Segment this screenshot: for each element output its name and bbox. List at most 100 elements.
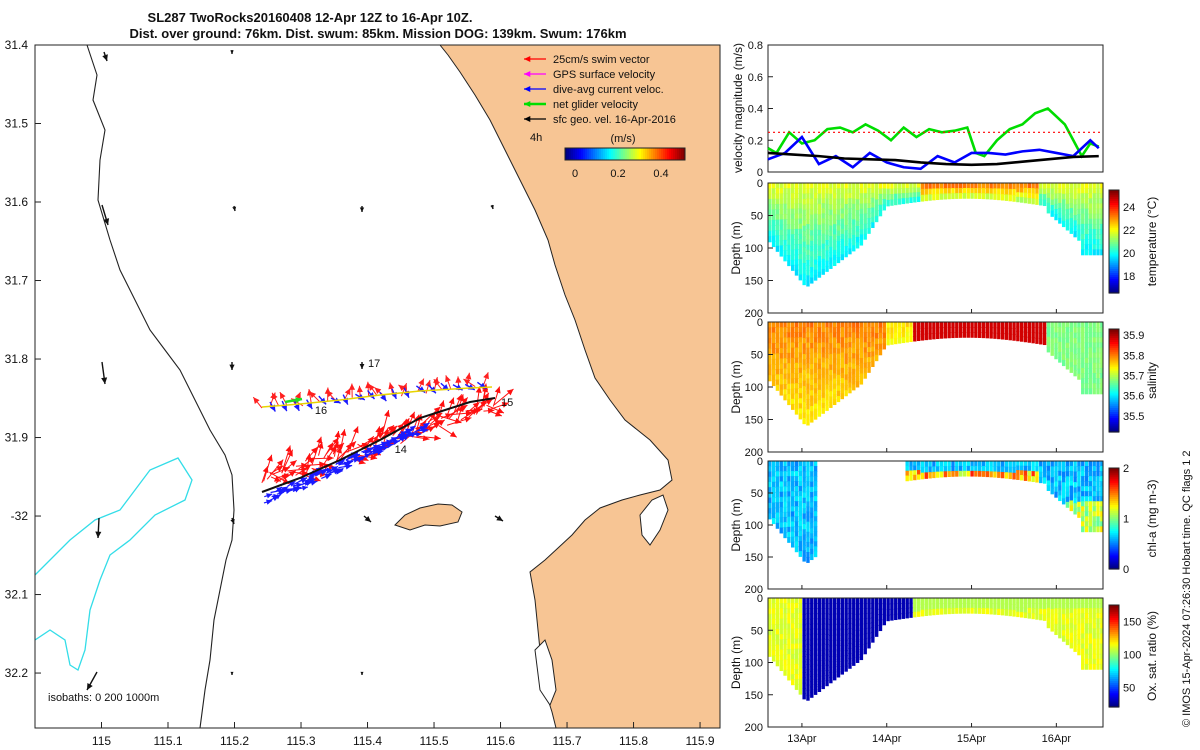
salinity-cell <box>871 356 875 363</box>
temperature-cell <box>924 194 928 202</box>
oxygen-cell <box>810 665 814 672</box>
oxygen-cell <box>806 598 810 604</box>
oxygen-colorbar-cell <box>1109 645 1119 649</box>
chla-cell <box>768 508 772 515</box>
chla-cell <box>810 492 814 498</box>
oxygen-colorbar-tick-label: 100 <box>1123 649 1141 661</box>
salinity-cell <box>840 388 845 395</box>
temperature-cell <box>855 204 860 211</box>
salinity-cell <box>832 352 837 359</box>
oxygen-cell <box>768 603 772 610</box>
temperature-cell <box>855 183 860 190</box>
salinity-cell <box>829 348 833 355</box>
temperature-cell <box>775 188 780 195</box>
salinity-cell <box>825 404 829 411</box>
chla-cell <box>974 465 978 472</box>
temperature-cell <box>874 215 879 223</box>
temperature-cell <box>836 193 841 200</box>
salinity-cell <box>882 327 886 334</box>
oxygen-cell <box>817 649 822 656</box>
salinity-cell <box>783 368 787 375</box>
salinity-cell <box>817 400 822 407</box>
oxygen-cell <box>1081 633 1085 640</box>
temperature-cell <box>1084 249 1089 256</box>
salinity-cell <box>852 348 856 354</box>
chla-cell <box>981 471 986 477</box>
salinity-colorbar-cell <box>1109 380 1119 384</box>
salinity-cell <box>829 359 833 366</box>
colorbar-cell <box>635 148 638 160</box>
salinity-cell <box>855 338 860 345</box>
chla-cell <box>1084 516 1089 523</box>
chla-cell <box>790 476 795 482</box>
chla-cell <box>810 497 814 504</box>
temperature-cell <box>1096 198 1100 205</box>
geostrophic-vector-head <box>359 207 365 212</box>
salinity-cell <box>1023 326 1028 333</box>
salinity-cell <box>832 337 837 344</box>
chla-colorbar-cell <box>1109 556 1119 560</box>
temperature-cell <box>779 188 783 195</box>
swim-vector-head <box>482 392 489 400</box>
salinity-cell <box>894 327 898 334</box>
temperature-cell <box>813 233 818 240</box>
salinity-cell <box>806 373 810 380</box>
temperature-cell <box>1019 197 1024 203</box>
temperature-cell <box>825 188 829 195</box>
temperature-cell <box>1092 218 1096 225</box>
salinity-colorbar-cell <box>1109 331 1119 334</box>
temperature-cell <box>821 258 825 265</box>
salinity-cell <box>1081 367 1085 374</box>
salinity-cell <box>787 394 791 400</box>
colorbar-cell <box>599 148 602 160</box>
oxygen-cell <box>878 603 883 610</box>
temperature-cell <box>802 241 806 248</box>
salinity-cell <box>810 369 814 376</box>
temperature-cell <box>806 203 810 210</box>
salinity-cell <box>825 332 829 339</box>
oxygen-cell <box>1100 658 1104 665</box>
chla-colorbar-cell <box>1109 528 1119 532</box>
oxygen-cell <box>1000 598 1005 605</box>
temperature-cell <box>817 224 822 231</box>
temperature-cell <box>832 198 837 205</box>
oxygen-cell <box>829 677 833 684</box>
salinity-cell <box>1077 368 1081 375</box>
oxygen-cell <box>943 603 948 610</box>
salinity-cell <box>897 337 902 344</box>
chla-cell <box>806 526 810 533</box>
salinity-cell <box>775 332 780 339</box>
temperature-cell <box>1077 203 1081 210</box>
oxygen-colorbar-cell <box>1109 641 1119 645</box>
temperature-cell <box>1092 188 1096 195</box>
chla-cell <box>1096 496 1100 503</box>
oxygen-cell <box>832 598 837 604</box>
temperature-colorbar-cell <box>1109 220 1119 224</box>
temperature-cell <box>981 188 986 195</box>
oxygen-cell <box>790 669 795 676</box>
chla-cell <box>810 533 814 540</box>
salinity-cell <box>993 322 997 329</box>
temperature-cell <box>806 229 810 236</box>
oxygen-cell <box>886 603 890 610</box>
temperature-cell <box>863 223 867 230</box>
temperature-cell <box>1081 193 1085 200</box>
temperature-cell <box>1061 204 1066 211</box>
chla-cell <box>1054 466 1058 473</box>
day-label: 16 <box>315 405 327 417</box>
swim-vector-north-head <box>272 392 278 400</box>
temperature-cell <box>1050 210 1054 217</box>
temperature-cell <box>1050 194 1054 201</box>
oxygen-cell <box>813 673 818 680</box>
temperature-cell <box>836 183 841 190</box>
oxygen-y-tick-label: 50 <box>751 625 763 637</box>
salinity-cell <box>852 363 856 370</box>
geostrophic-vector-head <box>364 515 371 522</box>
chla-cell <box>813 521 818 528</box>
salinity-cell <box>1088 388 1093 395</box>
temperature-cell <box>794 193 799 200</box>
oxygen-cell <box>1023 602 1028 609</box>
salinity-cell <box>806 414 810 421</box>
oxygen-cell <box>821 618 825 624</box>
temperature-cell <box>829 236 833 243</box>
